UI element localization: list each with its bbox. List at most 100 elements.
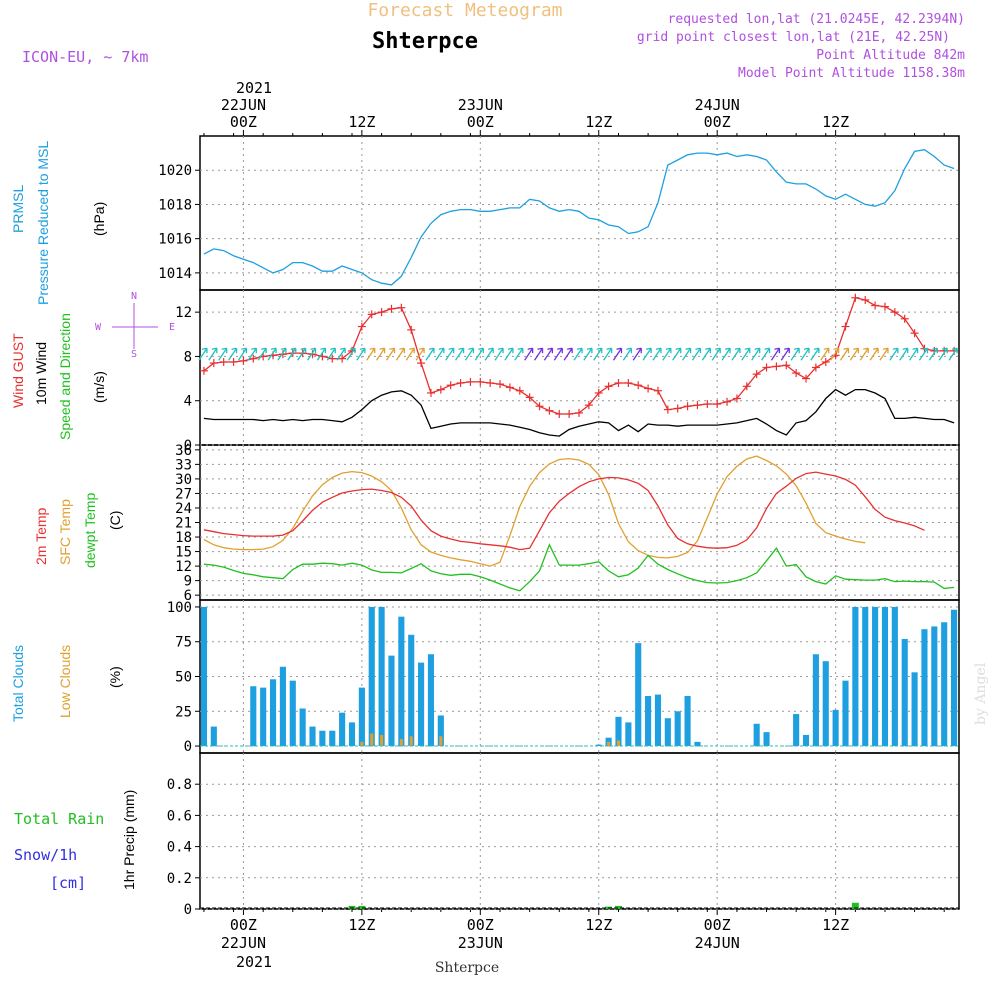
wind-direction-arrow — [593, 347, 603, 361]
wind-direction-arrow — [356, 347, 366, 361]
wind-tick-label: 0 — [184, 438, 192, 454]
wind-direction-arrow — [267, 347, 277, 361]
total-cloud-bar — [654, 694, 662, 747]
temp-tick-label: 36 — [175, 443, 192, 459]
wind-direction-arrowhead — [863, 347, 869, 350]
wind-direction-arrow — [445, 347, 455, 361]
wind-direction-arrow — [336, 347, 346, 361]
wind-direction-arrowhead — [221, 347, 227, 350]
requested-location: requested lon,lat (21.0245E, 42.2394N) — [668, 12, 965, 27]
compass-n: N — [131, 291, 137, 302]
wind-direction-arrowhead — [744, 347, 750, 350]
total-cloud-bar — [388, 655, 395, 747]
top-time-label: 12Z — [822, 113, 849, 131]
wind-direction-arrowhead — [823, 347, 829, 350]
total-cloud-bar — [299, 708, 306, 747]
wind-direction-arrow — [455, 347, 465, 361]
wind-direction-arrow — [889, 347, 899, 361]
total-cloud-bar — [664, 718, 671, 747]
wind-direction-arrowhead — [389, 347, 395, 350]
wind-direction-arrow — [543, 347, 553, 361]
wind-direction-arrow — [228, 347, 238, 361]
wind-direction-arrowhead — [794, 347, 800, 350]
top-date-label: 22JUN — [221, 96, 266, 114]
total-cloud-bar — [210, 726, 217, 747]
rain-bar — [358, 905, 366, 909]
total-cloud-bar — [250, 686, 257, 747]
wind-direction-arrowhead — [468, 347, 474, 350]
wind-direction-arrowhead — [448, 347, 454, 350]
wind-direction-arrow — [830, 347, 840, 361]
rain-bar — [614, 905, 622, 909]
low-cloud-bar — [370, 733, 374, 747]
low-cloud-bar — [409, 736, 413, 747]
wind-direction-arrow — [583, 347, 593, 361]
wind-direction-arrowhead — [478, 347, 484, 350]
wind-direction-arrow — [524, 347, 534, 361]
wind-direction-arrow — [721, 347, 731, 361]
wind-direction-arrowhead — [882, 347, 889, 350]
wind-direction-arrowhead — [409, 347, 415, 350]
pressure-tick-label: 1018 — [158, 197, 192, 213]
temp-tick-label: 30 — [175, 472, 192, 488]
total-cloud-bar — [339, 712, 346, 747]
wind-direction-arrow — [553, 347, 563, 361]
wind-direction-arrow — [533, 347, 544, 361]
total-cloud-bar — [901, 638, 908, 747]
wind-direction-arrowhead — [912, 347, 918, 350]
wind-direction-arrow — [652, 347, 662, 361]
wind-direction-arrow — [277, 347, 287, 361]
panel-y-axes: 1014101610181020048126912151821242730333… — [158, 163, 200, 918]
station-title: Shterpce — [372, 29, 478, 54]
total-cloud-bar — [595, 744, 602, 747]
wind-direction-arrow — [780, 347, 790, 361]
total-cloud-bar — [763, 732, 770, 747]
total-cloud-bar — [289, 680, 296, 747]
wind-direction-arrowhead — [280, 347, 287, 350]
sfc-temp-label: SFC Temp — [57, 499, 73, 565]
total-rain-label: Total Rain — [14, 810, 104, 828]
top-date-label: 24JUN — [695, 96, 740, 114]
point-altitude: Point Altitude 842m — [816, 48, 965, 63]
wind-direction-arrow — [711, 347, 721, 361]
precip-tick-label: 0 — [184, 902, 192, 918]
wind-direction-arrowhead — [399, 347, 405, 350]
bottom-time-label: 12Z — [585, 916, 612, 934]
total-cloud-bar — [921, 629, 928, 747]
t2m-line — [203, 471, 925, 551]
wind-direction-arrowhead — [270, 347, 277, 350]
wind-direction-arrowhead — [458, 347, 464, 350]
wind-direction-arrow — [790, 347, 800, 361]
wind-direction-arrowhead — [764, 347, 770, 350]
total-cloud-bar — [862, 606, 869, 747]
wind-direction-arrowhead — [290, 347, 296, 350]
wind-direction-arrow — [662, 347, 672, 361]
clouds-unit-label: (%) — [107, 666, 123, 688]
total-cloud-bar — [674, 711, 681, 747]
wind-direction-arrow — [731, 347, 741, 361]
total-cloud-bar — [832, 709, 839, 747]
total-cloud-bar — [822, 661, 829, 747]
wind-direction-arrowhead — [359, 347, 365, 350]
wind-direction-arrowhead — [754, 347, 760, 350]
clouds-tick-label: 75 — [175, 635, 192, 651]
total-cloud-bar — [931, 626, 938, 747]
wind-direction-arrowhead — [527, 347, 533, 350]
total-cloud-bar — [398, 616, 405, 747]
wind-direction-arrowhead — [330, 347, 336, 350]
pressure-line — [203, 149, 955, 286]
wind-direction-arrow — [869, 347, 879, 361]
low-cloud-bar — [439, 736, 443, 747]
temp-tick-label: 18 — [175, 530, 192, 546]
wind-direction-arrow — [948, 347, 958, 361]
total-cloud-bar — [941, 622, 948, 747]
wind-direction-arrow — [849, 347, 859, 361]
wind-tick-label: 12 — [175, 305, 192, 321]
wind-direction-arrowhead — [349, 347, 356, 350]
wind-direction-arrow — [691, 347, 701, 361]
wind-direction-arrow — [938, 347, 948, 361]
wind-direction-arrowhead — [774, 347, 780, 350]
